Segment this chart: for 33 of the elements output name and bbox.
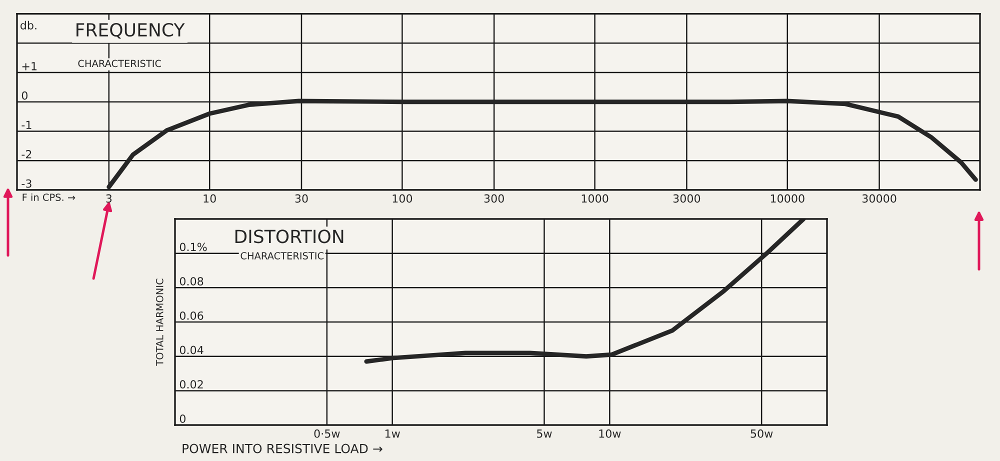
x-tick-label: 10 <box>204 194 216 203</box>
x-tick-label: 3 <box>106 194 112 203</box>
x-tick-label: 0·5w <box>314 429 340 438</box>
y-tick-label: 0 <box>180 414 186 423</box>
y-axis-title: TOTAL HARMONIC <box>156 278 164 366</box>
y-tick-label: -2 <box>22 150 32 158</box>
text: CHARACTERISTIC <box>78 60 161 68</box>
x-tick-label: 10000 <box>770 194 804 203</box>
text: CHARACTERISTIC <box>240 252 324 260</box>
x-tick-label: 300 <box>484 194 504 203</box>
x-tick-label: 3000 <box>673 194 700 203</box>
chart-title: DISTORTION <box>235 230 344 244</box>
y-axis-title: db. <box>20 20 36 30</box>
y-tick-label: 0.08 <box>180 277 204 286</box>
x-axis-title: F in CPS. → <box>22 193 76 201</box>
y-tick-label: -3 <box>22 179 32 188</box>
x-tick-label: 5w <box>537 430 552 438</box>
y-tick-label: +1 <box>22 62 37 70</box>
y-tick-label: 0.06 <box>180 311 204 320</box>
x-tick-label: 10w <box>599 429 621 438</box>
x-tick-label: 100 <box>392 194 412 203</box>
x-axis-title: POWER INTO RESISTIVE LOAD → <box>182 444 382 454</box>
x-tick-label: 1000 <box>582 194 608 203</box>
x-tick-label: 30000 <box>862 194 896 203</box>
y-tick-label: 0 <box>22 91 28 100</box>
x-tick-label: 50w <box>750 429 773 438</box>
y-tick-label: -1 <box>22 120 32 129</box>
x-tick-label: 30 <box>295 194 308 203</box>
chart-title: FREQUENCY <box>76 22 185 39</box>
y-tick-label: 0.1% <box>180 242 207 252</box>
y-tick-label: 0.04 <box>180 346 204 354</box>
x-tick-label: 1w <box>385 430 400 438</box>
y-tick-label: 0.02 <box>180 380 203 389</box>
